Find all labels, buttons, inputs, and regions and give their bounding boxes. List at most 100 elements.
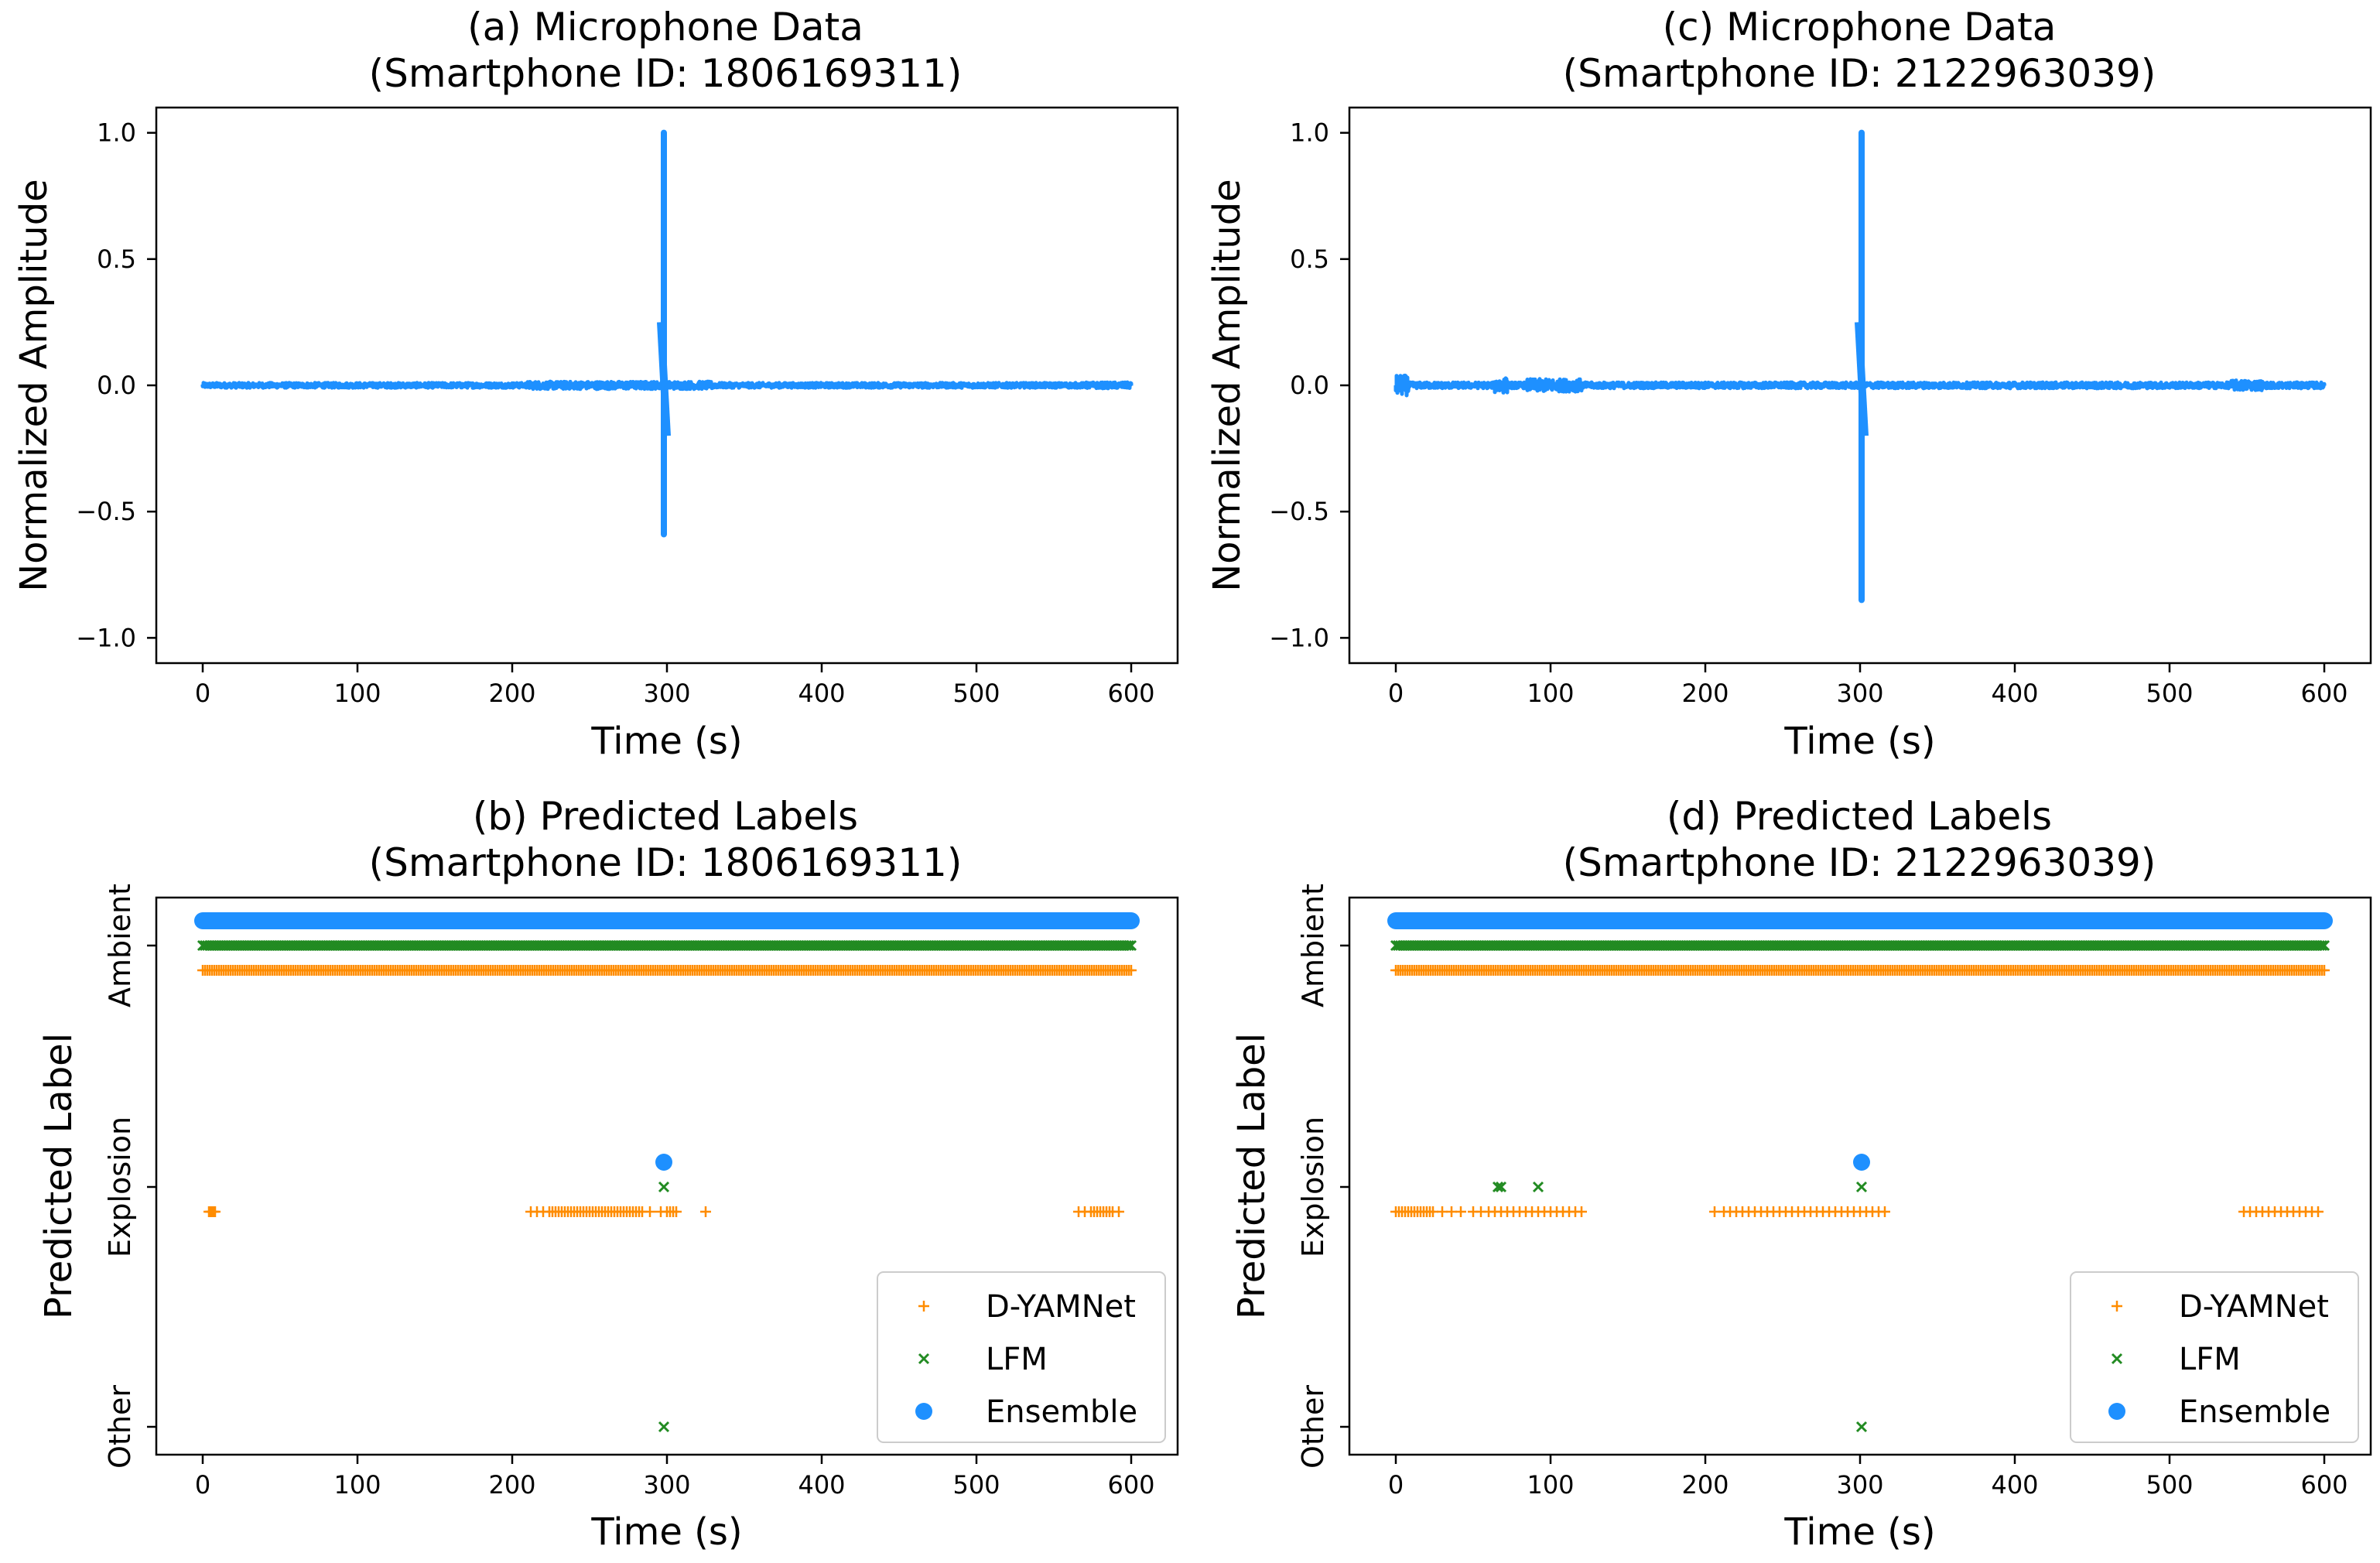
legend-box (877, 1271, 1166, 1443)
ensemble-point (1853, 1154, 1870, 1171)
x-tick-label: 400 (798, 679, 845, 708)
x-tick-label: 100 (333, 679, 381, 708)
x-tick-label: 400 (1991, 679, 2038, 708)
lfm-point (1123, 939, 1135, 952)
lfm-point (918, 1353, 930, 1365)
panel-b-predicted-labels-chart: (b) Predicted Labels (Smartphone ID: 180… (37, 794, 1179, 1554)
legend-label: D-YAMNet (986, 1289, 1136, 1325)
legend-label: Ensemble (986, 1394, 1137, 1430)
y-tick-label: Other (103, 1385, 137, 1469)
plot-area (194, 912, 1140, 1433)
y-tick-label: −0.5 (1269, 497, 1329, 526)
panel-c-microphone-chart: (c) Microphone Data (Smartphone ID: 2122… (1205, 5, 2372, 763)
ensemble-point (915, 1403, 932, 1420)
x-tick-label: 600 (2300, 1470, 2348, 1500)
x-tick-label: 200 (488, 679, 535, 708)
x-tick-label: 300 (1836, 1470, 1883, 1500)
dyamnet-point (210, 1206, 221, 1217)
chart-title: (c) Microphone Data (1663, 5, 2057, 50)
lfm-point (658, 1421, 670, 1433)
y-tick-label: 0.0 (97, 371, 136, 400)
x-axis-label: Time (s) (590, 720, 742, 763)
x-tick-label: 0 (1388, 679, 1404, 708)
dyamnet-point (1709, 1206, 1720, 1217)
x-tick-label: 600 (2300, 679, 2348, 708)
dyamnet-point (1879, 1206, 1890, 1217)
y-tick-label: Ambient (1296, 884, 1330, 1007)
legend: D-YAMNet LFM Ensemble (877, 1271, 1166, 1443)
y-tick-label: Explosion (103, 1117, 137, 1257)
x-tick-label: 300 (643, 1470, 690, 1500)
legend-label: LFM (986, 1342, 1048, 1377)
lfm-point (1855, 1181, 1868, 1193)
x-tick-label: 500 (2146, 679, 2193, 708)
x-tick-label: 600 (1107, 1470, 1154, 1500)
dyamnet-point (1576, 1206, 1587, 1217)
dyamnet-point (1428, 1206, 1438, 1217)
panel-a-microphone-chart: (a) Microphone Data (Smartphone ID: 1806… (12, 5, 1179, 763)
x-tick-label: 400 (1991, 1470, 2038, 1500)
plot-area (1387, 912, 2333, 1433)
dyamnet-point (1126, 965, 1137, 976)
x-tick-label: 200 (1681, 1470, 1729, 1500)
ensemble-point (655, 1154, 672, 1171)
x-tick-label: 200 (488, 1470, 535, 1500)
x-tick-label: 300 (1836, 679, 1883, 708)
signal-spike-core (657, 322, 671, 436)
dyamnet-point (1113, 1206, 1124, 1217)
chart-title: (b) Predicted Labels (473, 794, 858, 839)
y-axis-label: Normalized Amplitude (12, 179, 56, 591)
y-axis-label: Predicted Label (1230, 1033, 1274, 1319)
lfm-point (2316, 939, 2328, 952)
x-tick-label: 0 (195, 1470, 210, 1500)
x-axis-label: Time (s) (1783, 1510, 1935, 1554)
x-tick-label: 100 (1527, 679, 1574, 708)
lfm-point (1532, 1181, 1544, 1193)
lfm-point (1492, 1181, 1504, 1193)
dyamnet-point (2319, 965, 2330, 976)
chart-title: (a) Microphone Data (467, 5, 863, 50)
x-tick-label: 500 (2146, 1470, 2193, 1500)
y-tick-label: 0.0 (1290, 371, 1329, 400)
ensemble-point (2108, 1403, 2125, 1420)
dyamnet-point (1455, 1206, 1466, 1217)
lfm-point (658, 1181, 670, 1193)
x-axis-label: Time (s) (590, 1510, 742, 1554)
legend-label: Ensemble (2179, 1394, 2330, 1430)
x-tick-label: 400 (798, 1470, 845, 1500)
lfm-point (2111, 1353, 2123, 1365)
signal-spike-core (1855, 322, 1869, 436)
plot-area (1393, 129, 2327, 604)
panel-d-predicted-labels-chart: (d) Predicted Labels (Smartphone ID: 212… (1230, 794, 2372, 1554)
legend: D-YAMNet LFM Ensemble (2070, 1271, 2359, 1443)
x-tick-label: 300 (643, 679, 690, 708)
y-tick-label: 1.0 (97, 118, 136, 148)
y-axis-label: Predicted Label (37, 1033, 80, 1319)
lfm-point (2318, 939, 2330, 952)
x-tick-label: 100 (333, 1470, 381, 1500)
dyamnet-point (918, 1301, 929, 1312)
plot-area (200, 129, 1134, 538)
lfm-point (1495, 1181, 1507, 1193)
dyamnet-point (2313, 1206, 2324, 1217)
x-tick-label: 500 (952, 1470, 1000, 1500)
chart-subtitle: (Smartphone ID: 2122963039) (1563, 840, 2156, 885)
dyamnet-point (1446, 1206, 1457, 1217)
dyamnet-point (700, 1206, 711, 1217)
y-tick-label: 1.0 (1290, 118, 1329, 148)
y-tick-label: 0.5 (97, 245, 136, 274)
y-tick-label: 0.5 (1290, 245, 1329, 274)
y-tick-label: −1.0 (76, 623, 136, 652)
dyamnet-point (1437, 1206, 1448, 1217)
x-tick-label: 0 (195, 679, 210, 708)
dyamnet-point (2112, 1301, 2122, 1312)
x-tick-label: 0 (1388, 1470, 1404, 1500)
y-axis-label: Normalized Amplitude (1205, 179, 1249, 591)
lfm-point (1125, 939, 1137, 952)
x-axis-label: Time (s) (1783, 720, 1935, 763)
chart-subtitle: (Smartphone ID: 1806169311) (369, 840, 963, 885)
dyamnet-point (645, 1206, 655, 1217)
y-tick-label: Explosion (1296, 1117, 1330, 1257)
lfm-point (1855, 1421, 1868, 1433)
